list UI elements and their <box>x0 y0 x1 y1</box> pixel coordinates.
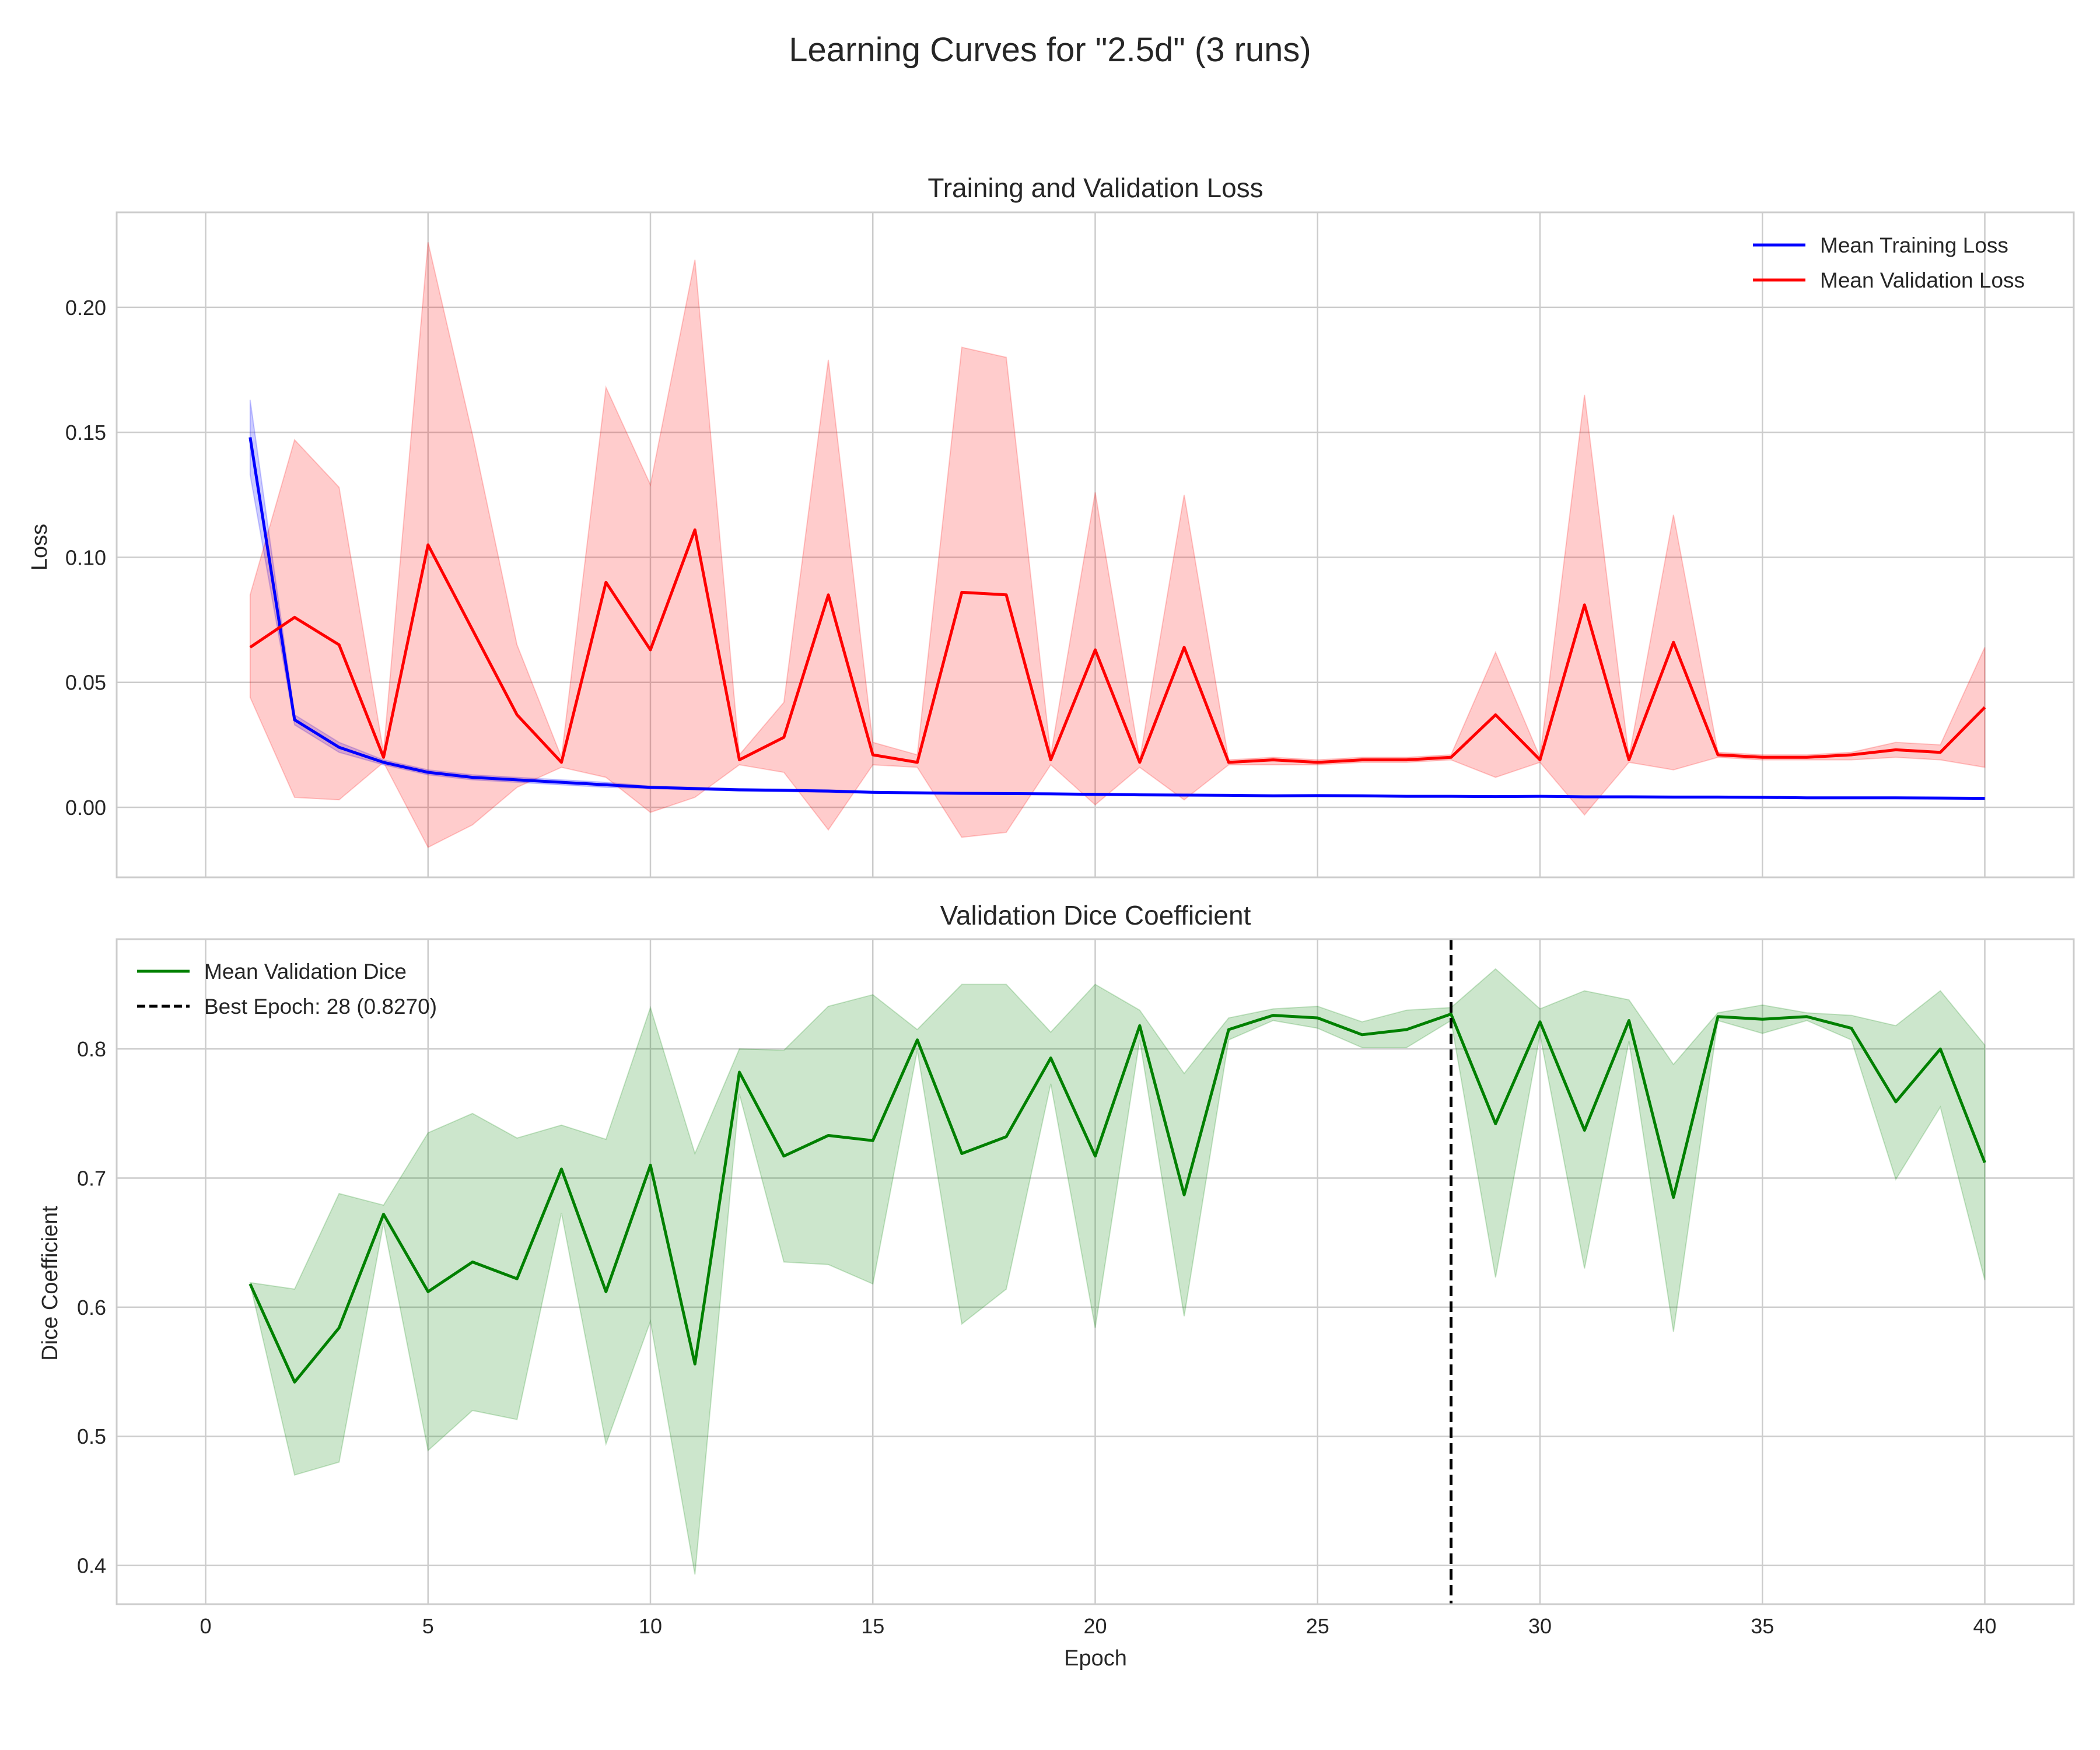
x-tick-label: 25 <box>1306 1614 1329 1638</box>
y-tick-label: 0.4 <box>77 1554 106 1578</box>
dice-chart: Validation Dice Coefficient Dice Coeffic… <box>38 900 2075 1671</box>
dice-chart-xlabel: Epoch <box>1064 1646 1127 1671</box>
plot-frame <box>116 938 2075 1605</box>
series-line <box>249 437 1985 800</box>
legend-label: Mean Training Loss <box>1820 233 2008 257</box>
legend-label: Best Epoch: 28 (0.8270) <box>204 995 437 1019</box>
legend-label: Mean Validation Loss <box>1820 268 2025 292</box>
plot-frame <box>116 211 2075 878</box>
x-tick-label: 10 <box>639 1614 662 1638</box>
y-tick-label: 0.7 <box>77 1167 106 1191</box>
x-tick-label: 15 <box>861 1614 884 1638</box>
y-tick-label: 0.8 <box>77 1037 106 1061</box>
loss-chart-ylabel: Loss <box>27 524 52 570</box>
series-line <box>249 1012 1986 1384</box>
y-tick-label: 0.00 <box>65 796 106 820</box>
legend-label: Mean Validation Dice <box>204 960 407 984</box>
loss-chart-title: Training and Validation Loss <box>928 173 1263 203</box>
y-tick-label: 0.15 <box>65 421 106 444</box>
y-tick-label: 0.20 <box>65 296 106 320</box>
loss-chart: Training and Validation Loss Loss 0.00 0.… <box>27 173 2075 878</box>
dice-chart-ylabel: Dice Coefficient <box>38 1206 62 1361</box>
x-tick-label: 35 <box>1751 1614 1774 1638</box>
legend: Mean Validation Dice Best Epoch: 28 (0.82… <box>137 960 437 1019</box>
legend: Mean Training Loss Mean Validation Loss <box>1753 233 2025 292</box>
grid <box>117 212 2074 877</box>
std-band <box>249 968 1986 1575</box>
series-line <box>249 528 1986 764</box>
x-tick-label: 0 <box>200 1614 211 1638</box>
x-tick-label: 5 <box>422 1614 434 1638</box>
y-tick-label: 0.05 <box>65 671 106 695</box>
y-tick-label: 0.6 <box>77 1296 106 1320</box>
x-tick-label: 20 <box>1083 1614 1107 1638</box>
x-tick-label: 40 <box>1973 1614 1996 1638</box>
y-tick-label: 0.5 <box>77 1424 106 1448</box>
x-tick-label: 30 <box>1528 1614 1552 1638</box>
figure-title: Learning Curves for "2.5d" (3 runs) <box>789 31 1311 69</box>
grid <box>117 939 2074 1604</box>
dice-chart-title: Validation Dice Coefficient <box>940 900 1251 930</box>
y-tick-label: 0.10 <box>65 545 106 569</box>
